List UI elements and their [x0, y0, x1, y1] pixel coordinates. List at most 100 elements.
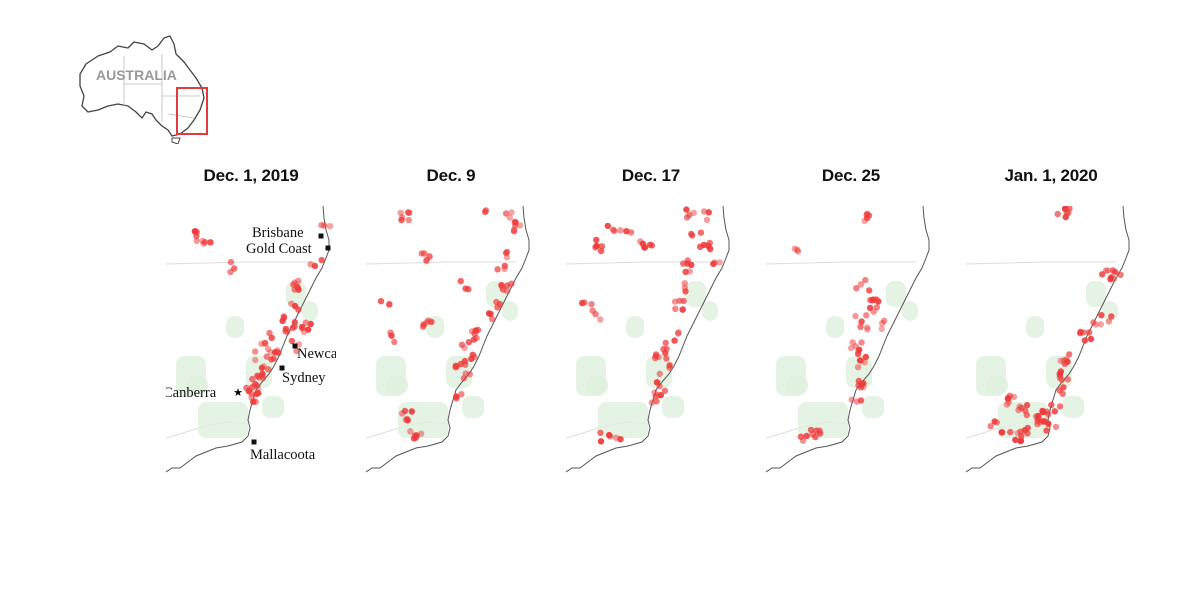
- panel-title: Dec. 9: [426, 166, 476, 185]
- fire-dot: [461, 357, 469, 365]
- fire-dot: [1057, 368, 1065, 375]
- protected-area: [686, 281, 706, 307]
- fire-dot: [662, 339, 669, 347]
- protected-area: [986, 376, 1008, 394]
- fire-dot: [1065, 209, 1072, 216]
- fire-dot: [688, 230, 695, 238]
- fire-dot: [482, 208, 489, 215]
- fire-dot: [705, 209, 712, 216]
- locator-highlight-box: [176, 87, 208, 135]
- fire-dot: [462, 285, 469, 292]
- city-label-gold-coast: Gold Coast: [246, 241, 312, 257]
- fire-dot: [1098, 312, 1105, 319]
- fire-dot: [607, 433, 614, 440]
- fire-dot: [866, 304, 874, 312]
- fire-dot: [470, 336, 478, 343]
- fire-map: [766, 206, 930, 473]
- protected-area: [226, 316, 244, 338]
- fire-dot: [458, 391, 465, 398]
- fire-dot: [252, 356, 259, 364]
- fire-dot: [207, 239, 214, 246]
- fire-dot: [688, 261, 695, 269]
- fire-dot: [227, 258, 235, 266]
- fire-dot: [503, 248, 511, 256]
- fire-dot: [863, 312, 870, 319]
- fire-dot: [494, 266, 501, 273]
- protected-area: [662, 396, 684, 418]
- fire-dot: [671, 298, 679, 305]
- fire-dot: [1052, 423, 1060, 431]
- fire-dot: [652, 354, 659, 362]
- state-border: [166, 261, 316, 265]
- city-marker: [279, 365, 285, 371]
- fire-dot: [1015, 406, 1022, 414]
- fire-dot: [1023, 401, 1031, 409]
- fire-dot: [420, 321, 427, 328]
- fire-dot: [791, 245, 799, 252]
- fire-dot: [641, 244, 649, 251]
- fire-dot: [847, 344, 855, 352]
- fire-dot: [1043, 408, 1050, 415]
- protected-area: [286, 281, 306, 307]
- fire-dot: [1064, 376, 1072, 383]
- fire-dot: [1112, 268, 1119, 276]
- fire-dot: [299, 323, 306, 331]
- fire-dot: [648, 242, 656, 249]
- fire-dot: [861, 359, 868, 366]
- fire-dot: [852, 312, 859, 320]
- fire-dot: [697, 229, 705, 236]
- panel-title: Dec. 17: [621, 166, 681, 185]
- coastline: [166, 206, 330, 473]
- fire-dot: [1024, 424, 1031, 432]
- fire-dot: [987, 423, 994, 430]
- fire-dot: [255, 374, 263, 381]
- fire-dot: [307, 261, 314, 268]
- fire-dot: [502, 210, 510, 217]
- fire-dot: [264, 345, 272, 353]
- fire-dot: [418, 250, 425, 257]
- fire-dot: [458, 341, 466, 348]
- fire-dot: [1045, 420, 1052, 427]
- fire-dot: [656, 382, 663, 390]
- fire-dot: [809, 431, 816, 438]
- fire-dot: [405, 216, 412, 224]
- fire-dot: [253, 390, 260, 398]
- fire-dot: [1060, 384, 1067, 391]
- fire-dot: [258, 364, 266, 372]
- fire-dot: [516, 222, 524, 229]
- panel-title: Dec. 25: [821, 166, 881, 185]
- fire-dot: [593, 236, 600, 244]
- fire-dot: [465, 339, 473, 346]
- fire-dot: [508, 209, 515, 216]
- fire-dot: [858, 318, 865, 325]
- fire-dot: [1105, 318, 1113, 325]
- map-panel-2: Dec. 9: [366, 160, 536, 480]
- city-marker: [251, 439, 257, 445]
- australia-outline: [79, 35, 205, 137]
- fire-dot: [593, 242, 600, 250]
- fire-dot: [597, 429, 604, 436]
- fire-dot: [1017, 437, 1025, 444]
- fire-dot: [386, 301, 393, 308]
- city-label-mallacoota: Mallacoota: [250, 447, 316, 463]
- fire-dot: [270, 355, 277, 362]
- fire-dot: [262, 340, 269, 347]
- fire-dot: [1017, 428, 1024, 435]
- fire-dot: [683, 214, 691, 221]
- fire-dot: [1097, 321, 1104, 328]
- city-marker: [318, 233, 324, 239]
- protected-area: [1086, 281, 1106, 307]
- protected-area: [786, 376, 808, 394]
- fire-dot: [592, 244, 599, 251]
- city-label-canberra: Canberra: [166, 385, 217, 401]
- coastline: [766, 206, 930, 473]
- fire-dot: [597, 438, 605, 445]
- fire-dot: [682, 268, 689, 276]
- fire-dot: [653, 398, 660, 405]
- fire-dot: [853, 285, 860, 292]
- fire-dot: [881, 317, 888, 324]
- fire-dot: [284, 328, 291, 335]
- fire-dot: [1108, 313, 1115, 320]
